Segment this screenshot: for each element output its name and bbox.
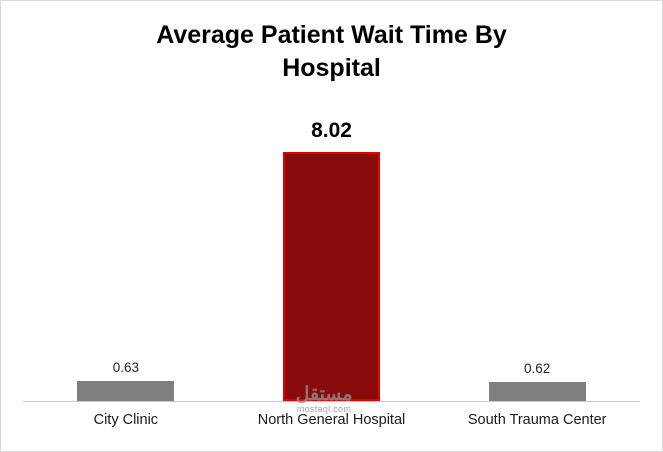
bar-group-city-clinic: 0.63	[23, 360, 229, 401]
x-axis-labels: City Clinic North General Hospital South…	[23, 402, 640, 451]
value-label-city-clinic: 0.63	[112, 360, 139, 376]
bar-north-general-hospital	[283, 151, 380, 401]
value-label-south-trauma-center: 0.62	[524, 360, 551, 376]
plot-area: 0.63 8.02 0.62	[23, 97, 640, 402]
bar-group-north-general-hospital: 8.02	[229, 118, 435, 401]
bar-south-trauma-center	[488, 381, 586, 401]
x-axis-label-north-general-hospital: North General Hospital	[257, 412, 406, 428]
bar-city-clinic	[77, 381, 175, 401]
x-axis-label-city-clinic: City Clinic	[93, 412, 159, 428]
bar-group-south-trauma-center: 0.62	[434, 361, 640, 401]
chart-title: Average Patient Wait Time By Hospital	[156, 21, 507, 82]
value-label-north-general-hospital: 8.02	[311, 118, 352, 142]
x-axis-label-south-trauma-center: South Trauma Center	[467, 412, 607, 428]
